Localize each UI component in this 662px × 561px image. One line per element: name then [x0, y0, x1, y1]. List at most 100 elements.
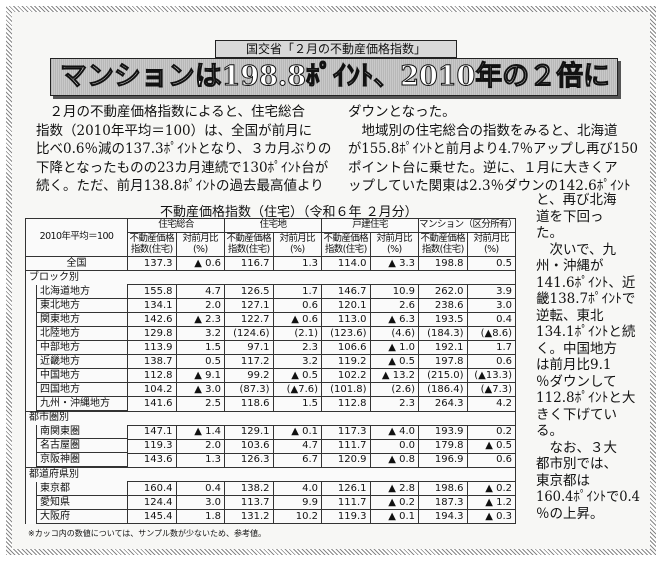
text-line: 比べ0.6％減の137.3ﾎﾟｲﾝﾄとなり、３カ月ぶりの	[36, 141, 332, 157]
sub-header: 不動産価格 指数(住宅)	[127, 232, 177, 257]
text-line: と、再び北海	[536, 192, 617, 208]
text-line: ポイント台に乗せた。逆に、１月に大きくア	[348, 159, 618, 176]
section-title: 都道府県別	[24, 467, 517, 482]
row-label: 東北地方	[36, 298, 127, 313]
row-label-cell: 北陸地方	[25, 326, 128, 341]
row-label: 大阪府	[36, 509, 127, 524]
text-line: 続く。ただ、前月138.8ﾎﾟｲﾝﾄの過去最高値より	[36, 178, 324, 194]
value-cell: 116.7	[224, 256, 274, 271]
text-line: ％の上昇。	[536, 505, 604, 522]
row-label: 四国地方	[36, 382, 127, 397]
row-label-cell: 京阪神圏	[25, 453, 128, 468]
article-narrow-column: と、再び北海 道を下回っ た。 次いで、九 州・沖縄が 141.6ﾎﾟｲﾝﾄ、近 畿138…	[536, 192, 643, 522]
value-cell: 3.0	[175, 495, 226, 510]
row-label-cell: 東京都	[25, 481, 128, 496]
row-label: 京阪神圏	[36, 453, 127, 467]
value-cell: 2.0	[175, 298, 226, 313]
value-cell: (4.6)	[369, 326, 420, 341]
text-line: 地域別の住宅総合の指数をみると、北海道	[348, 122, 618, 139]
value-cell: 194.3	[418, 509, 468, 524]
value-cell: 198.6	[418, 481, 468, 496]
text-line: 東京都は	[536, 472, 590, 489]
value-cell: 146.7	[321, 284, 371, 299]
table-row: 関東地方 142.6 ▲ 2.3 122.7 ▲ 0.6 113.0 ▲ 6.3 193.5 0…	[25, 312, 517, 327]
value-cell: ▲ 2.8	[369, 481, 420, 496]
text-line: く。中国地方	[536, 340, 617, 357]
value-cell: 134.1	[127, 298, 177, 313]
value-cell: 196.9	[418, 452, 468, 468]
value-cell: (101.8)	[321, 382, 371, 397]
text-line: は前月比9.1	[536, 357, 612, 373]
value-cell: 120.9	[321, 452, 371, 468]
value-cell: (124.6)	[224, 326, 274, 341]
value-cell: 4.7	[272, 438, 323, 454]
value-cell: ▲ 13.2	[369, 368, 420, 383]
value-cell: 2.3	[369, 396, 420, 412]
text-line: た。	[536, 225, 563, 241]
value-cell: 1.7	[466, 340, 517, 355]
table-row: 東北地方 134.1 2.0 127.1 0.6 120.1 2.6 238.6 3.0	[25, 298, 517, 313]
row-label-cell: 中国地方	[25, 368, 128, 383]
value-cell: ▲ 3.3	[369, 256, 420, 271]
value-cell: (2.6)	[369, 382, 420, 397]
value-cell: ▲ 0.6	[175, 256, 226, 271]
row-label-cell: 九州・沖縄地方	[25, 396, 128, 411]
value-cell: (87.3)	[224, 382, 274, 397]
section-title: ブロック別	[24, 270, 517, 285]
sub-header: 不動産価格 指数(住宅)	[321, 232, 371, 257]
value-cell: 119.3	[127, 438, 177, 454]
value-cell: 2.6	[369, 298, 420, 313]
value-cell: 117.3	[321, 424, 371, 440]
value-cell: 138.7	[127, 354, 177, 369]
value-cell: 120.1	[321, 298, 371, 313]
text-line: 逆転、東北	[536, 307, 604, 324]
value-cell: ▲ 3.0	[175, 382, 226, 397]
row-label: 九州・沖縄地方	[36, 396, 127, 411]
value-cell: 111.7	[321, 438, 371, 454]
value-cell: 3.0	[466, 298, 517, 313]
text-line: 都市別では、	[536, 456, 617, 472]
value-cell: ▲ 1.4	[175, 424, 226, 440]
text-line: 次いで、九	[536, 241, 617, 258]
value-cell: 198.8	[418, 256, 468, 271]
value-cell: (123.6)	[321, 326, 371, 341]
value-cell: 126.5	[224, 284, 274, 299]
value-cell: 104.2	[127, 382, 177, 397]
row-label: 関東地方	[36, 312, 127, 327]
text-line: 下降となったものの23カ月連続で130ﾎﾟｲﾝﾄ台が	[36, 159, 329, 176]
value-cell: 2.5	[175, 396, 226, 412]
table-row: 近畿地方 138.7 0.5 117.2 3.2 119.2 ▲ 0.5 197.8 0.6	[25, 354, 517, 369]
value-cell: 4.7	[175, 284, 226, 299]
value-cell: (▲7.6)	[272, 382, 323, 397]
row-label: 中国地方	[36, 368, 127, 383]
row-label-cell: 名古屋圏	[25, 439, 128, 453]
value-cell: 10.9	[369, 284, 420, 299]
table-row: 北海道地方 155.8 4.7 126.5 1.7 146.7 10.9 262.0 3.9	[25, 284, 517, 299]
text-line: 112.8ﾎﾟｲﾝﾄと大	[536, 390, 636, 406]
value-cell: ▲ 1.0	[369, 340, 420, 355]
row-label-cell: 大阪府	[25, 509, 128, 524]
value-cell: 9.9	[272, 495, 323, 510]
text-line: 指数（2010年平均＝100）は、全国が前月に	[36, 122, 313, 139]
value-cell: 3.2	[272, 354, 323, 369]
value-cell: ▲ 2.3	[175, 312, 226, 327]
value-cell: ▲ 0.2	[369, 495, 420, 510]
text-line: ２月の不動産価格指数によると、住宅総合	[36, 104, 306, 120]
row-label-cell: 近畿地方	[25, 354, 128, 369]
price-index-table: 2010年平均＝100 住宅総合 住宅地 戸建住宅 マンション（区分所有） 不動産価格 指…	[24, 218, 518, 524]
row-label: 全国	[25, 256, 128, 271]
value-cell: 129.1	[224, 424, 274, 440]
table-note: ※カッコ内の数値については、サンプル数が少ないため、参考値。	[28, 529, 267, 538]
value-cell: 6.7	[272, 452, 323, 468]
value-cell: 129.8	[127, 326, 177, 341]
value-cell: 238.6	[418, 298, 468, 313]
sub-header: 対前月比 (%)	[175, 232, 226, 257]
value-cell: 193.5	[418, 312, 468, 327]
value-cell: 197.8	[418, 354, 468, 369]
table-row: 中部地方 113.9 1.5 97.1 2.3 106.6 ▲ 1.0 192.1 1.7	[25, 340, 517, 355]
headline-box: マンションは198.8ﾎﾟｲﾝﾄ、2010年の２倍に	[50, 58, 618, 96]
value-cell: 1.7	[272, 284, 323, 299]
article-left-column: ２月の不動産価格指数によると、住宅総合 指数（2010年平均＝100）は、全国が前…	[36, 103, 331, 196]
value-cell: ▲ 9.1	[175, 368, 226, 383]
value-cell: 0.5	[466, 256, 517, 271]
